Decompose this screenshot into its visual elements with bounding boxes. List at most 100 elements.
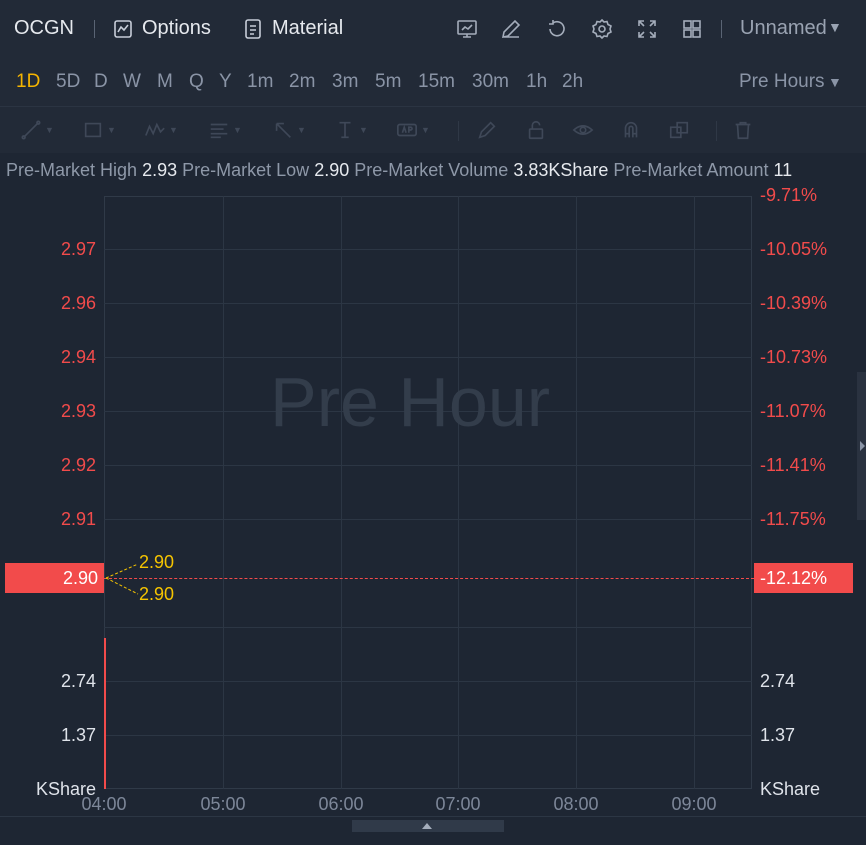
pct-tick: -10.05% — [760, 239, 828, 259]
current-price-line — [104, 578, 754, 579]
period-bar: 1D 5D D W M Q Y 1m 2m 3m 5m 15m 30m 1h 2… — [0, 58, 866, 106]
lock-icon[interactable] — [525, 118, 559, 142]
price-tick: 2.92 — [60, 455, 96, 475]
chart-watermark: Pre Hour — [270, 363, 551, 441]
volume-tick: 2.74 — [760, 671, 796, 691]
divider — [716, 121, 717, 141]
chart-settings-icon[interactable] — [452, 14, 482, 44]
period-5d[interactable]: 5D — [56, 71, 81, 92]
period-y[interactable]: Y — [219, 71, 232, 92]
time-tick: 05:00 — [200, 794, 246, 814]
gridline — [104, 357, 752, 358]
divider — [458, 121, 459, 141]
gridline — [104, 627, 752, 628]
eye-icon[interactable] — [572, 118, 606, 142]
amount-label: Pre-Market Amount — [613, 160, 769, 180]
volume-label: Pre-Market Volume — [354, 160, 509, 180]
layout-name: Unnamed — [740, 17, 827, 39]
time-tick: 04:00 — [81, 794, 127, 814]
divider — [94, 20, 95, 38]
period-m[interactable]: M — [157, 71, 173, 92]
magnet-icon[interactable] — [620, 118, 654, 142]
period-2h[interactable]: 2h — [562, 71, 584, 92]
drawing-toolbar: ▼ ▼ ▼ ▼ ▼ ▼ ▼ — [0, 106, 866, 153]
period-15m[interactable]: 15m — [418, 71, 455, 92]
pct-tick: -11.07% — [760, 401, 826, 421]
volume-bar — [104, 638, 106, 789]
period-d[interactable]: D — [94, 71, 108, 92]
time-tick: 07:00 — [435, 794, 481, 814]
fullscreen-icon[interactable] — [632, 14, 662, 44]
line-tool-icon[interactable]: ▼ — [20, 118, 54, 142]
arrow-tool-icon[interactable]: ▼ — [272, 118, 306, 142]
rectangle-tool-icon[interactable]: ▼ — [82, 118, 116, 142]
period-1d[interactable]: 1D — [16, 71, 41, 92]
pattern-tool-icon[interactable]: ▼ — [144, 118, 178, 142]
symbol-label[interactable]: OCGN — [14, 17, 74, 39]
options-label: Options — [142, 17, 211, 39]
fib-tool-icon[interactable]: ▼ — [208, 118, 242, 142]
time-tick: 06:00 — [318, 794, 364, 814]
current-pct-tag: -12.12% — [754, 563, 853, 593]
pct-tick: -9.71% — [760, 185, 818, 205]
measure-tool-icon[interactable]: ▼ — [334, 118, 368, 142]
gridline — [576, 196, 577, 789]
gridline — [458, 196, 459, 789]
pct-tick: -10.73% — [760, 347, 828, 367]
price-tick: 2.93 — [60, 401, 96, 421]
refresh-icon[interactable] — [542, 14, 572, 44]
trash-icon[interactable] — [732, 118, 766, 142]
pct-tick: -11.41% — [760, 455, 826, 475]
price-tick: 2.94 — [60, 347, 96, 367]
gridline — [104, 519, 752, 520]
chart-plot-area[interactable] — [104, 196, 752, 789]
gridline — [104, 249, 752, 250]
period-1h[interactable]: 1h — [526, 71, 548, 92]
period-2m[interactable]: 2m — [289, 71, 316, 92]
brush-icon[interactable] — [476, 118, 510, 142]
gridline — [223, 196, 224, 789]
time-tick: 08:00 — [553, 794, 599, 814]
gridline — [341, 196, 342, 789]
text-tool-icon[interactable]: ▼ — [396, 118, 430, 142]
chart-options-icon — [108, 14, 138, 44]
amount-value: 11 — [773, 160, 793, 180]
material-label: Material — [272, 17, 344, 39]
period-1m[interactable]: 1m — [247, 71, 274, 92]
period-3m[interactable]: 3m — [332, 71, 359, 92]
low-value: 2.90 — [314, 160, 350, 180]
period-q[interactable]: Q — [189, 71, 204, 92]
high-value: 2.93 — [142, 160, 178, 180]
high-label: Pre-Market High — [6, 160, 138, 180]
document-icon — [238, 14, 268, 44]
gridline — [104, 681, 752, 682]
gridline — [104, 411, 752, 412]
volume-tick: 1.37 — [60, 725, 96, 745]
gear-icon[interactable] — [587, 14, 617, 44]
gridline — [104, 465, 752, 466]
chevron-right-icon — [860, 441, 865, 451]
price-tick: 2.97 — [60, 239, 96, 259]
chevron-up-icon — [422, 823, 432, 829]
high-low-annotation-lines — [105, 563, 139, 595]
volume-tick: 2.74 — [60, 671, 96, 691]
gridline — [104, 735, 752, 736]
gridline — [104, 303, 752, 304]
edit-icon[interactable] — [496, 14, 526, 44]
low-label: Pre-Market Low — [182, 160, 310, 180]
current-price-tag: 2.90 — [5, 563, 104, 593]
pre-market-stats: Pre-Market High 2.93 Pre-Market Low 2.90… — [6, 160, 792, 181]
chevron-down-icon: ▼ — [828, 74, 842, 90]
volume-value: 3.83KShare — [513, 160, 609, 180]
price-tick: 2.96 — [60, 293, 96, 313]
period-5m[interactable]: 5m — [375, 71, 402, 92]
period-30m[interactable]: 30m — [472, 71, 509, 92]
period-w[interactable]: W — [123, 71, 141, 92]
grid-layout-icon[interactable] — [677, 14, 707, 44]
pct-tick: -11.75% — [760, 509, 826, 529]
layers-icon[interactable] — [668, 118, 702, 142]
annotation-low: 2.90 — [139, 584, 175, 604]
volume-unit: KShare — [35, 779, 96, 799]
divider — [721, 20, 722, 38]
chevron-down-icon: ▼ — [828, 19, 842, 35]
